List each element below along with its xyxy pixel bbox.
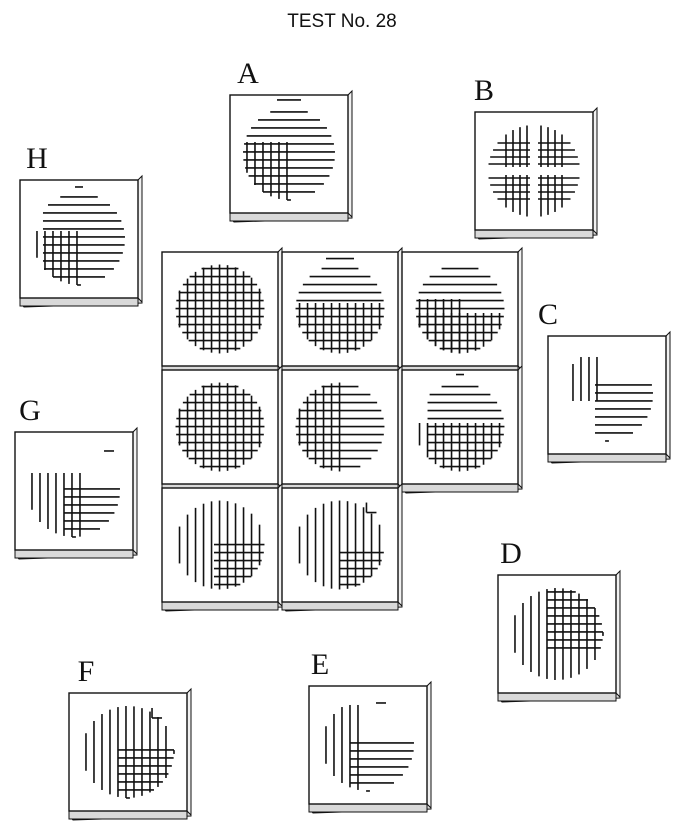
cross-hatch-pattern: [488, 125, 580, 217]
matrix-cell-r2c1: [161, 364, 283, 494]
option-tile-a: [229, 89, 353, 223]
matrix-cell-r2c2: [281, 364, 403, 494]
answer-options: A B C D E F G H: [14, 57, 671, 821]
matrix-cell-r1c1: [161, 246, 283, 376]
option-tile-d: [497, 569, 621, 703]
option-c[interactable]: C: [538, 298, 671, 464]
option-tile-e: [308, 680, 432, 814]
option-tile-g: [14, 426, 138, 560]
test-title: TEST No. 28: [287, 11, 396, 32]
option-letter: B: [474, 74, 494, 107]
matrix-cell-r3c2: [281, 482, 403, 612]
option-letter: G: [19, 394, 41, 427]
step-grid-pattern: [418, 373, 505, 472]
notch-grid-pattern: [295, 382, 385, 472]
option-f[interactable]: F: [68, 655, 192, 821]
option-letter: F: [78, 655, 95, 688]
option-letter: C: [538, 298, 558, 331]
option-tile-h: [19, 174, 143, 308]
option-letter: E: [311, 648, 329, 681]
left-grid-pattern: [175, 382, 265, 472]
l-hatch-pattern: [325, 702, 414, 792]
g-grid-pattern: [31, 450, 120, 538]
option-d[interactable]: D: [497, 537, 621, 703]
option-tile-b: [474, 106, 598, 240]
option-b[interactable]: B: [474, 74, 598, 240]
option-h[interactable]: H: [19, 142, 143, 308]
matrix-cell-r1c3: [401, 246, 523, 376]
hook-hatch-pattern: [572, 356, 653, 442]
corner-hatch-pattern: [243, 99, 335, 201]
matrix-cell-r1c2: [281, 246, 403, 376]
option-a[interactable]: A: [229, 57, 353, 223]
option-g[interactable]: G: [14, 394, 138, 560]
vertical-swirl-pattern: [178, 500, 265, 590]
matrix-cell-r3c1: [161, 482, 283, 612]
swirl-grid-pattern: [415, 267, 505, 354]
option-tile-f: [68, 687, 192, 821]
option-letter: A: [237, 57, 259, 90]
full-grid-pattern: [175, 264, 265, 354]
matrix-cell-r2c3: [401, 364, 523, 494]
option-letter: H: [26, 142, 48, 175]
vertical-corner-pattern: [298, 500, 384, 590]
option-e[interactable]: E: [308, 648, 432, 814]
f-grid-pattern: [85, 706, 175, 799]
option-letter: D: [500, 537, 522, 570]
corner-grid-pattern: [295, 257, 385, 354]
option-tile-c: [547, 330, 671, 464]
vertical-grid-pattern: [514, 588, 604, 680]
matrix-grid: [161, 246, 523, 612]
h-grid-pattern: [36, 186, 125, 286]
